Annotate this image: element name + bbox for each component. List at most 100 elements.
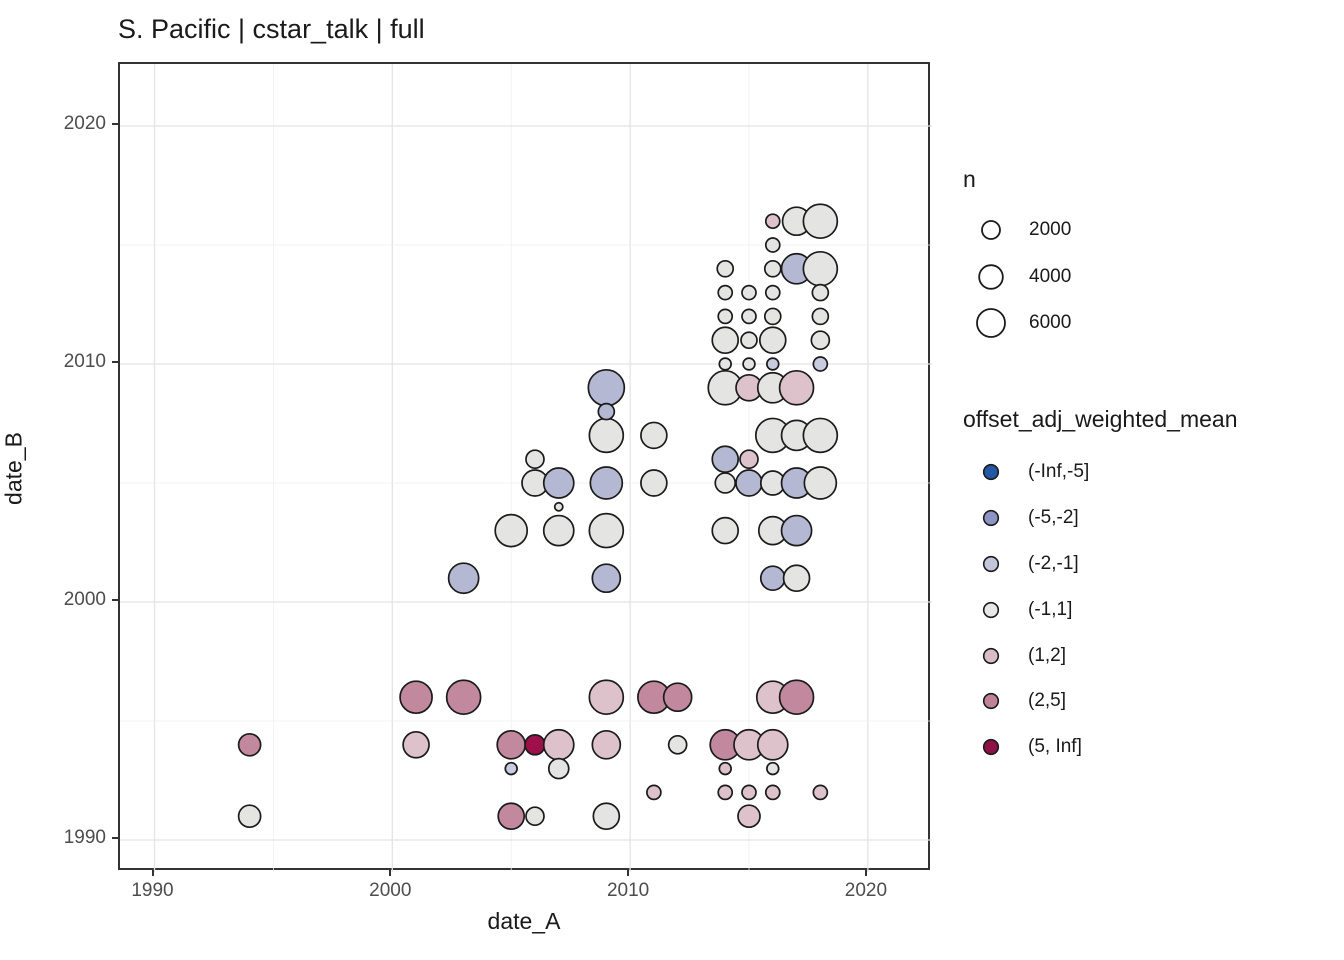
color-legend-key-dot [982,647,1000,665]
bubble [741,284,757,301]
color-legend-entry: (2,5] [976,686,1066,716]
color-legend-entry: (-1,1] [976,595,1072,625]
color-legend-label: (-1,1] [1028,599,1073,620]
bubble [591,729,622,760]
bubble [542,467,575,499]
color-legend-key-dot [982,601,1000,619]
size-legend-key-circle [978,264,1004,290]
bubble [780,514,813,547]
bubble [802,417,839,454]
x-tick-mark [627,870,630,876]
y-tick-label: 2020 [63,113,106,134]
color-legend-label: (-Inf,-5] [1028,461,1090,482]
bubble [766,357,780,371]
bubble [542,728,575,761]
x-tick-label: 2010 [606,880,650,901]
color-legend-key-dot [982,738,1000,756]
bubble [718,357,732,371]
bubble [756,728,789,761]
size-legend-label: 4000 [1029,266,1072,287]
y-tick-label: 2010 [63,351,106,372]
x-tick-mark [151,870,154,876]
bubble [553,501,564,512]
bubble [640,421,668,450]
size-legend-key-circle [976,308,1006,338]
size-legend-label: 2000 [1029,219,1072,240]
bubble [735,469,763,497]
color-legend-key-dot [982,509,1000,527]
bubble [782,564,811,593]
color-legend-label: (-5,-2] [1028,507,1079,528]
x-tick-label: 1990 [131,880,174,901]
color-legend-label: (-2,-1] [1028,553,1079,574]
y-tick-mark [112,837,118,839]
bubble [399,680,433,715]
bubble [640,469,668,497]
bubble [447,562,480,595]
bubble [592,802,621,831]
color-legend-key-dot [982,692,1000,710]
size-legend-entry: 4000 [969,257,1071,297]
bubble [739,449,759,470]
bubble [711,445,740,474]
size-legend-entry: 2000 [969,210,1071,250]
bubble [496,729,527,760]
bubble [588,417,625,454]
bubble [758,326,787,355]
bubble [764,237,781,253]
bubble [763,259,782,278]
bubble [542,514,575,547]
y-tick-label: 2000 [63,589,106,610]
bubble [778,369,815,406]
page-title: S. Pacific | cstar_talk | full [118,14,425,44]
bubble [588,679,625,716]
bubble [812,356,829,372]
bubble [445,679,482,716]
bubble [803,466,838,500]
color-legend-label: (2,5] [1028,690,1067,711]
color-legend-entry: (-5,-2] [976,503,1079,533]
bubble [525,806,545,827]
bubble [811,283,830,302]
color-legend-key-dot [982,463,1000,481]
x-axis-title: date_A [487,908,561,934]
color-legend-entry: (-Inf,-5] [976,457,1089,487]
scatter-plot [120,64,932,872]
bubble [524,733,546,756]
color-legend-entry: (1,2] [976,641,1066,671]
color-legend-label: (1,2] [1028,645,1067,666]
bubble [494,513,529,548]
bubble [597,402,616,421]
color-legend-key-dot [982,555,1000,573]
y-tick-mark [112,361,118,363]
bubble [717,784,734,801]
bubble [237,732,262,757]
bubble [591,563,622,594]
bubble [811,307,830,326]
bubble [737,804,761,829]
bubble [778,679,815,716]
bubble [402,730,430,759]
size-legend-key-circle [981,220,1001,240]
bubble [504,761,518,776]
bubble [589,466,624,500]
color-legend-label: (5, Inf] [1028,736,1082,757]
bubble [740,331,758,350]
bubble [587,368,626,407]
x-tick-label: 2000 [369,880,412,901]
bubble [812,784,829,801]
y-tick-mark [112,123,118,125]
plot-panel [118,62,932,872]
bubble [741,784,757,801]
bubble [711,516,740,545]
bubble [741,308,757,325]
y-axis-title: date_B [0,432,27,505]
bubble [497,802,526,831]
bubble [717,284,734,301]
bubble [759,565,786,592]
bubble [667,734,688,755]
bubble [547,757,570,780]
x-tick-mark [864,870,867,876]
bubble [588,512,625,549]
